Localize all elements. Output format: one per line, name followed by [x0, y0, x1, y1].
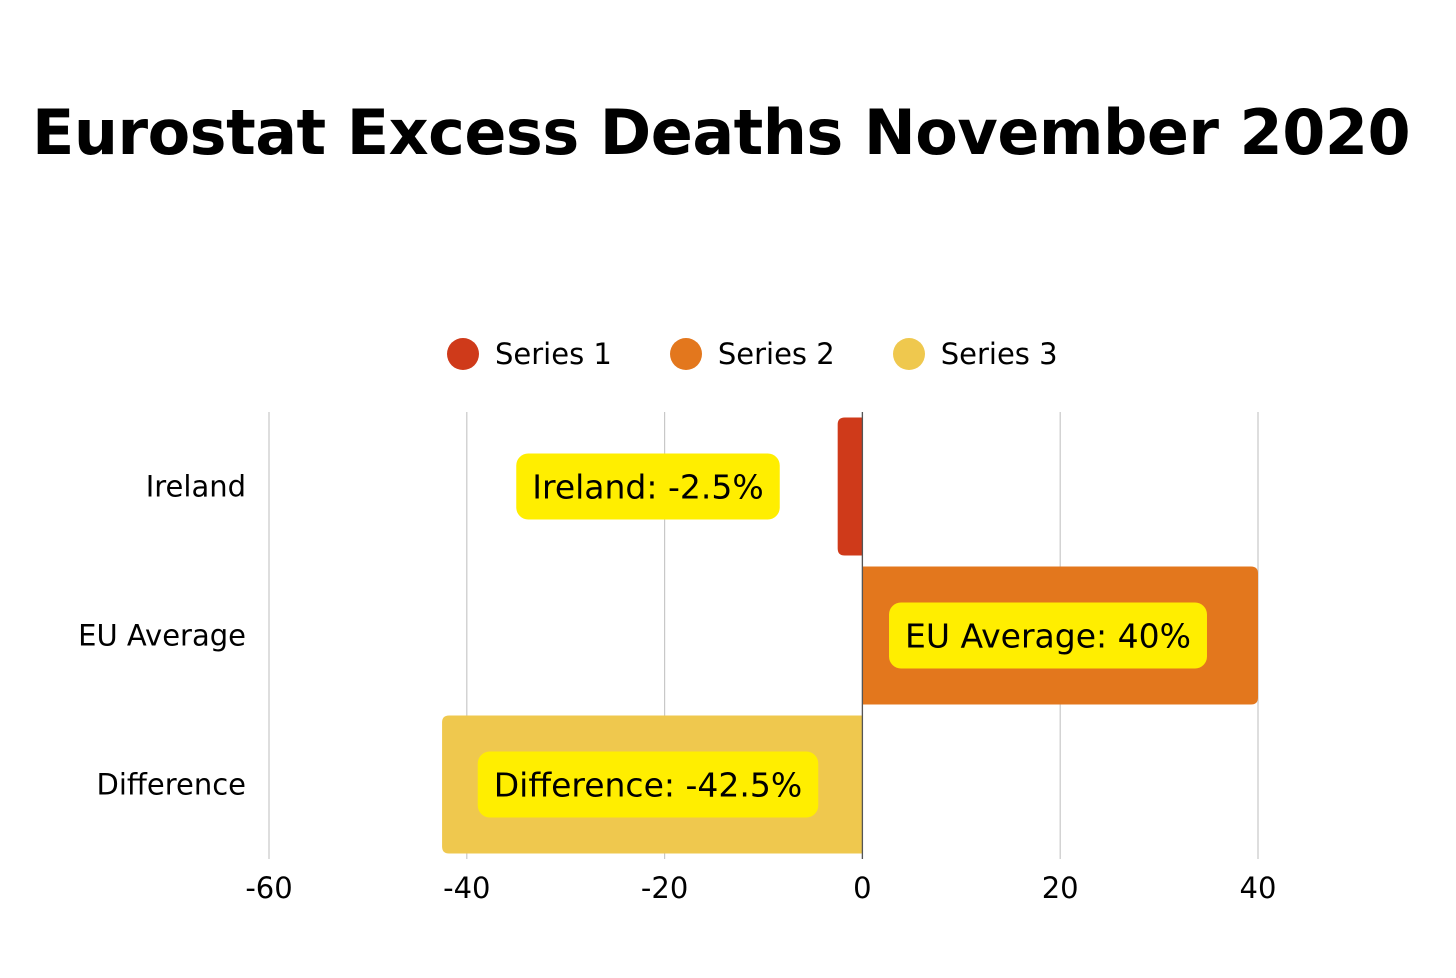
- data-label-text-difference: Difference: -42.5%: [494, 766, 802, 805]
- data-label-box-ireland: [516, 453, 780, 520]
- legend-label-series-3: Series 3: [940, 337, 1058, 371]
- legend-label-series-1: Series 1: [495, 337, 612, 371]
- legend-swatch-series-2: [669, 338, 702, 370]
- x-axis: -60 -40 -20 0 20 40: [245, 412, 1276, 905]
- data-label-box-eu-average: [889, 602, 1207, 669]
- data-label-difference: Difference: -42.5%: [477, 751, 819, 818]
- chart-title: Eurostat Excess Deaths November 2020: [32, 96, 1411, 169]
- data-label-ireland: Ireland: -2.5%: [516, 453, 780, 520]
- category-label-ireland: Ireland: [146, 470, 246, 504]
- x-tick-label-20: 20: [1042, 871, 1079, 905]
- legend: Series 1 Series 2 Series 3: [447, 336, 1116, 372]
- category-labels: Ireland EU Average Difference: [78, 470, 246, 802]
- data-labels: Ireland: -2.5% EU Average: 40% Difference:…: [477, 453, 1207, 818]
- x-tick-label-0: 0: [853, 871, 871, 905]
- bar-ireland: [837, 417, 863, 556]
- legend-item-series-3: Series 3: [892, 337, 1058, 371]
- x-tick-label-20: -20: [641, 871, 688, 905]
- legend-swatch-series-3: [892, 338, 925, 370]
- legend-item-series-2: Series 2: [669, 337, 835, 371]
- x-tick-label-60: -60: [245, 871, 292, 905]
- category-label-eu-average: EU Average: [78, 619, 246, 653]
- data-label-box-difference: [477, 751, 819, 818]
- data-label-text-eu-average: EU Average: 40%: [905, 617, 1191, 656]
- x-tick-label-40: 40: [1240, 871, 1277, 905]
- legend-item-series-1: Series 1: [447, 337, 612, 371]
- data-label-eu-average: EU Average: 40%: [889, 602, 1207, 669]
- x-tick-label-40: -40: [443, 871, 490, 905]
- data-label-text-ireland: Ireland: -2.5%: [532, 468, 763, 507]
- legend-label-series-2: Series 2: [717, 337, 835, 371]
- category-label-difference: Difference: [96, 768, 246, 802]
- legend-swatch-series-1: [447, 338, 479, 370]
